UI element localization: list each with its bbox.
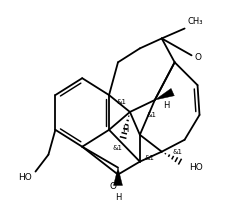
- Text: H: H: [122, 125, 128, 134]
- Polygon shape: [114, 168, 122, 185]
- Text: CH₃: CH₃: [188, 17, 203, 26]
- Polygon shape: [155, 88, 174, 100]
- Text: HO: HO: [19, 173, 32, 182]
- Text: H: H: [163, 101, 169, 109]
- Text: &1: &1: [113, 145, 123, 151]
- Text: &1: &1: [173, 149, 183, 155]
- Text: &1: &1: [117, 99, 127, 105]
- Text: H: H: [115, 193, 121, 202]
- Text: &1: &1: [147, 112, 157, 118]
- Text: HO: HO: [190, 163, 203, 172]
- Text: O: O: [110, 182, 117, 192]
- Text: O: O: [195, 53, 202, 62]
- Text: &1: &1: [145, 155, 155, 161]
